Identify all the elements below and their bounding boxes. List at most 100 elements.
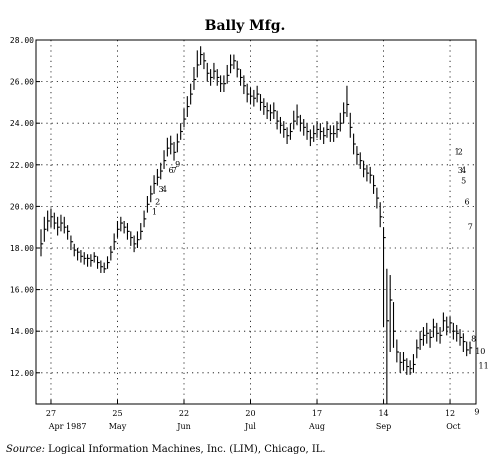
annotation-label: 10 xyxy=(475,347,485,356)
annotation-label: 3 xyxy=(158,185,163,194)
price-bar xyxy=(153,175,157,194)
price-bar xyxy=(103,262,107,273)
price-bar xyxy=(376,187,380,209)
price-bar xyxy=(396,339,400,363)
price-bar xyxy=(126,223,130,240)
price-bar xyxy=(246,83,250,103)
y-tick-label: 24.00 xyxy=(10,119,34,128)
price-bar xyxy=(339,112,343,132)
price-bar xyxy=(346,85,350,117)
price-bar xyxy=(316,121,320,138)
source-note: Source: Logical Information Machines, In… xyxy=(6,444,326,455)
price-bar xyxy=(43,216,47,242)
price-bar xyxy=(100,260,104,273)
price-bar xyxy=(67,225,70,240)
price-bar xyxy=(363,160,366,178)
price-bar xyxy=(303,119,306,136)
price-bar xyxy=(449,316,453,334)
price-bar xyxy=(203,52,207,70)
annotation-label: 1 xyxy=(454,147,459,156)
y-tick-label: 14.00 xyxy=(10,327,34,336)
annotation-label: 8 xyxy=(471,335,476,344)
annotation-label: 6 xyxy=(464,197,469,206)
price-bar xyxy=(57,216,60,236)
y-tick-label: 16.00 xyxy=(10,286,34,295)
x-month-label: Oct xyxy=(446,422,461,431)
price-bar xyxy=(309,129,313,147)
price-bar xyxy=(286,127,290,144)
x-tick-label: 17 xyxy=(312,409,322,418)
price-bar xyxy=(399,352,403,373)
price-bar xyxy=(462,333,466,352)
price-bar xyxy=(53,212,57,230)
price-bar xyxy=(196,50,200,78)
x-month-label: Apr 1987 xyxy=(48,422,87,431)
annotation-label: 2 xyxy=(458,147,463,156)
x-axis: 272522201714129Apr 1987MayJunJulAugSepOc… xyxy=(46,400,461,431)
price-bar xyxy=(47,210,50,232)
price-bar xyxy=(156,168,160,186)
price-bar xyxy=(50,208,54,228)
price-bar xyxy=(323,127,326,144)
price-bar xyxy=(136,231,140,248)
price-bar xyxy=(369,166,373,184)
price-bar xyxy=(416,339,419,359)
price-bar xyxy=(422,327,426,346)
price-bar xyxy=(249,87,253,105)
annotation-label: 4 xyxy=(461,166,466,175)
price-bar xyxy=(206,62,210,82)
price-bar xyxy=(343,102,346,124)
price-bar xyxy=(106,256,110,269)
source-label: Source: xyxy=(6,444,45,455)
price-bar xyxy=(429,329,433,348)
x-month-label: May xyxy=(109,422,127,431)
price-bar xyxy=(133,235,137,253)
price-bar xyxy=(176,133,180,153)
price-bar xyxy=(452,322,456,340)
source-text: Logical Information Machines, Inc. (LIM)… xyxy=(48,444,326,455)
grid-lines xyxy=(36,39,476,404)
price-bar xyxy=(329,125,333,142)
x-tick-label: 27 xyxy=(46,409,56,418)
x-month-label: Sep xyxy=(376,422,391,431)
price-bar xyxy=(166,137,170,157)
price-bar xyxy=(200,46,203,65)
y-tick-label: 18.00 xyxy=(10,244,34,253)
price-bar xyxy=(333,125,336,142)
price-bar xyxy=(226,64,230,84)
price-bar xyxy=(87,254,90,267)
price-bar xyxy=(269,104,273,122)
price-bar xyxy=(459,329,463,346)
price-bar xyxy=(123,220,127,234)
price-bar xyxy=(80,250,84,263)
price-bar xyxy=(259,94,263,111)
price-bar xyxy=(326,121,330,138)
y-tick-label: 28.00 xyxy=(10,36,34,45)
price-bar xyxy=(426,322,429,344)
price-bar xyxy=(409,360,413,375)
price-bar xyxy=(220,75,223,92)
plot-frame xyxy=(35,39,477,405)
annotation-label: 9 xyxy=(175,160,180,169)
price-bar xyxy=(253,89,257,107)
price-bar xyxy=(276,110,280,130)
price-bar xyxy=(456,324,459,342)
annotation-label: 4 xyxy=(162,185,167,194)
x-month-label: Jun xyxy=(176,422,191,431)
price-bar xyxy=(306,123,310,140)
y-axis: 28.00 26.00 24.00 22.00 20.00 18.00 16.00 14.00… xyxy=(10,36,40,378)
price-bar xyxy=(263,98,267,115)
price-bar xyxy=(299,114,303,132)
price-bar xyxy=(349,112,353,138)
price-bar xyxy=(183,108,187,128)
price-bar xyxy=(90,254,94,267)
price-bar xyxy=(442,312,446,332)
price-bar xyxy=(210,69,213,86)
x-tick-label: 14 xyxy=(378,409,388,418)
price-bar xyxy=(336,121,340,138)
annotation-label: 11 xyxy=(479,362,489,371)
price-bar xyxy=(379,202,383,228)
price-bar xyxy=(412,354,416,373)
